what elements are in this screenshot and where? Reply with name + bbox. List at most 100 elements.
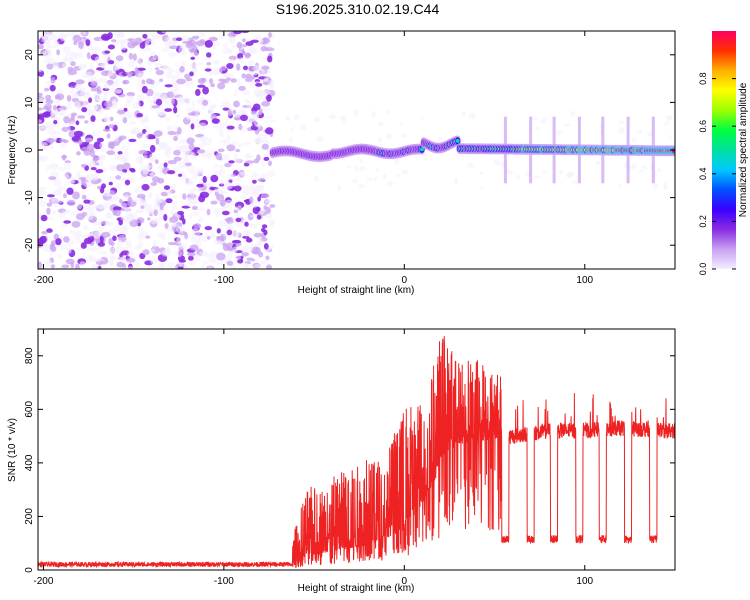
noise-blob xyxy=(141,183,150,191)
noise-blob xyxy=(214,261,224,265)
noise-blob xyxy=(631,137,636,143)
figure-title: S196.2025.310.02.19.C44 xyxy=(275,1,440,17)
noise-blob xyxy=(46,138,56,143)
noise-blob xyxy=(401,133,408,138)
noise-blob xyxy=(245,160,255,164)
noise-blob xyxy=(186,98,191,105)
noise-blob xyxy=(169,45,179,50)
noise-blob xyxy=(117,239,123,246)
noise-blob xyxy=(95,169,104,174)
snr-ylabel: SNR (10 * v/v) xyxy=(7,418,18,482)
noise-blob xyxy=(359,165,366,171)
noise-blob xyxy=(288,137,293,144)
noise-blob xyxy=(188,40,197,47)
noise-blob xyxy=(374,168,380,172)
noise-blob xyxy=(240,171,245,176)
noise-blob xyxy=(238,57,244,63)
noise-blob xyxy=(113,79,121,85)
noise-blob xyxy=(108,60,115,65)
noise-blob xyxy=(261,160,266,167)
noise-blob xyxy=(65,102,72,110)
noise-blob xyxy=(150,257,158,265)
noise-blob xyxy=(82,99,88,108)
noise-blob xyxy=(247,60,255,66)
snr-xtick-label: 0 xyxy=(402,576,408,587)
noise-blob xyxy=(205,57,210,61)
noise-blob xyxy=(227,108,232,117)
noise-blob xyxy=(178,173,183,177)
noise-blob xyxy=(141,85,148,94)
noise-blob xyxy=(101,33,111,41)
noise-blob xyxy=(251,188,260,196)
noise-blob xyxy=(203,150,211,159)
noise-blob xyxy=(267,160,273,167)
noise-blob xyxy=(261,143,269,150)
noise-blob xyxy=(191,35,200,40)
noise-blob xyxy=(572,180,579,185)
noise-blob xyxy=(126,257,136,263)
noise-blob xyxy=(38,113,48,118)
noise-blob xyxy=(44,87,50,92)
noise-blob xyxy=(153,130,163,137)
noise-blob xyxy=(158,208,162,215)
noise-blob xyxy=(212,44,216,50)
heatmap-ytick-label: -20 xyxy=(24,238,35,253)
noise-blob xyxy=(269,204,276,208)
noise-blob xyxy=(112,206,122,211)
heatmap-ytick-label: 20 xyxy=(24,49,35,61)
noise-blob xyxy=(124,179,131,186)
noise-blob xyxy=(387,180,394,188)
noise-blob xyxy=(192,173,199,180)
noise-blob xyxy=(265,127,274,135)
noise-blob xyxy=(149,153,155,161)
noise-blob xyxy=(163,162,168,168)
noise-blob xyxy=(90,81,98,87)
noise-blob xyxy=(257,196,261,202)
noise-blob xyxy=(53,120,58,125)
noise-blob xyxy=(126,242,133,249)
noise-blob xyxy=(53,116,60,121)
noise-blob xyxy=(150,33,160,38)
noise-blob xyxy=(40,214,48,222)
heatmap-xtick-label: 100 xyxy=(576,275,593,286)
noise-blob xyxy=(163,185,171,191)
noise-blob xyxy=(556,129,563,136)
noise-blob xyxy=(116,261,125,268)
noise-blob xyxy=(104,50,111,54)
noise-blob xyxy=(193,231,202,236)
noise-blob xyxy=(290,128,295,132)
noise-blob xyxy=(136,94,145,102)
noise-blob xyxy=(263,156,270,161)
noise-blob xyxy=(262,56,268,61)
noise-blob xyxy=(241,73,246,79)
noise-blob xyxy=(221,65,227,71)
noise-blob xyxy=(72,92,80,99)
noise-blob xyxy=(244,99,250,104)
noise-blob xyxy=(80,242,87,249)
noise-blob xyxy=(268,32,272,38)
noise-blob xyxy=(58,211,66,219)
noise-blob xyxy=(164,108,173,112)
noise-blob xyxy=(142,33,148,39)
noise-blob xyxy=(250,223,258,229)
noise-blob xyxy=(252,201,261,208)
noise-blob xyxy=(145,96,151,101)
noise-blob xyxy=(157,263,164,269)
noise-blob xyxy=(196,183,204,188)
noise-blob xyxy=(213,68,218,76)
noise-blob xyxy=(185,107,195,112)
noise-blob xyxy=(178,266,184,269)
noise-blob xyxy=(59,144,64,148)
noise-blob xyxy=(226,77,231,82)
noise-blob xyxy=(261,133,269,138)
noise-blob xyxy=(223,181,234,190)
noise-blob xyxy=(165,198,173,204)
noise-blob xyxy=(47,128,56,136)
noise-blob xyxy=(255,37,264,45)
noise-blob xyxy=(126,115,135,120)
noise-blob xyxy=(53,178,62,187)
noise-blob xyxy=(76,151,81,156)
noise-blob xyxy=(98,108,104,115)
noise-blob xyxy=(71,220,81,228)
noise-blob xyxy=(243,65,248,71)
